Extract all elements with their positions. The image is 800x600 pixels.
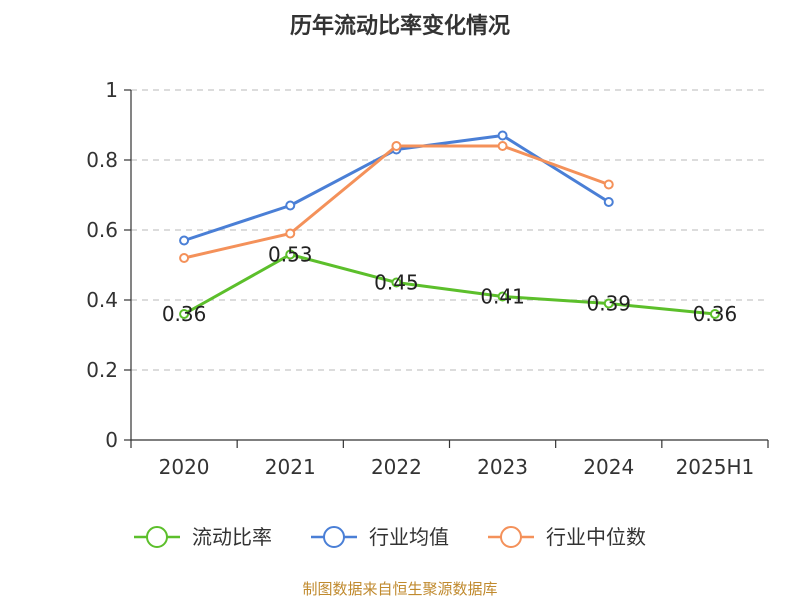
data-label: 0.45 [374,271,419,295]
data-point [179,309,190,319]
data-label: 0.36 [693,302,738,326]
data-point [709,309,720,319]
series-line [182,144,611,260]
legend-label: 行业均值 [369,525,449,549]
x-tick-label: 2020 [159,455,210,479]
legend-item: 流动比率 [134,525,272,549]
y-tick-label: 0.2 [86,358,118,382]
legend-marker [323,526,345,548]
chart-title: 历年流动比率变化情况 [290,13,510,39]
data-point [179,235,190,246]
y-tick-label: 0.6 [86,218,118,242]
data-point [285,249,296,260]
source-note: 制图数据来自恒生聚源数据库 [302,580,497,598]
legend-marker [146,526,168,548]
y-tick-label: 1 [105,78,118,102]
data-label: 0.39 [586,292,631,316]
axes: 0 0.2 0.4 0.6 0.8 1 2020 2021 2022 2023 2024 2025H1 [86,78,769,479]
data-point [603,298,614,309]
data-point [391,141,402,151]
data-labels: 0.36 0.53 0.45 0.41 0.39 0.36 [162,243,737,327]
series-2 [179,141,614,263]
y-tick-label: 0.8 [86,148,118,172]
x-tick-label: 2024 [583,455,634,479]
x-tick-label: 2025H1 [676,455,755,479]
data-point [285,228,296,239]
data-point [497,130,508,141]
series-layer [179,130,720,319]
data-label: 0.36 [162,302,207,326]
data-point [603,179,614,190]
series-line [182,253,717,316]
legend-marker [500,526,522,548]
data-point [391,277,402,288]
data-label: 0.53 [268,243,313,267]
legend-label: 流动比率 [192,525,272,549]
data-point [497,291,508,302]
x-tick-label: 2021 [265,455,316,479]
series-0 [179,249,720,319]
data-point [285,200,296,211]
data-point [179,253,190,263]
legend-item: 行业均值 [311,525,449,549]
legend-item: 行业中位数 [488,525,646,549]
y-tick-label: 0 [105,428,118,452]
x-tick-label: 2023 [477,455,528,479]
data-label: 0.41 [480,285,525,309]
data-point [603,197,614,207]
grid-lines [131,89,768,371]
data-point [497,141,508,151]
legend: 流动比率 行业均值 行业中位数 [134,525,646,549]
y-tick-label: 0.4 [86,288,118,312]
legend-label: 行业中位数 [546,525,646,549]
x-tick-label: 2022 [371,455,422,479]
